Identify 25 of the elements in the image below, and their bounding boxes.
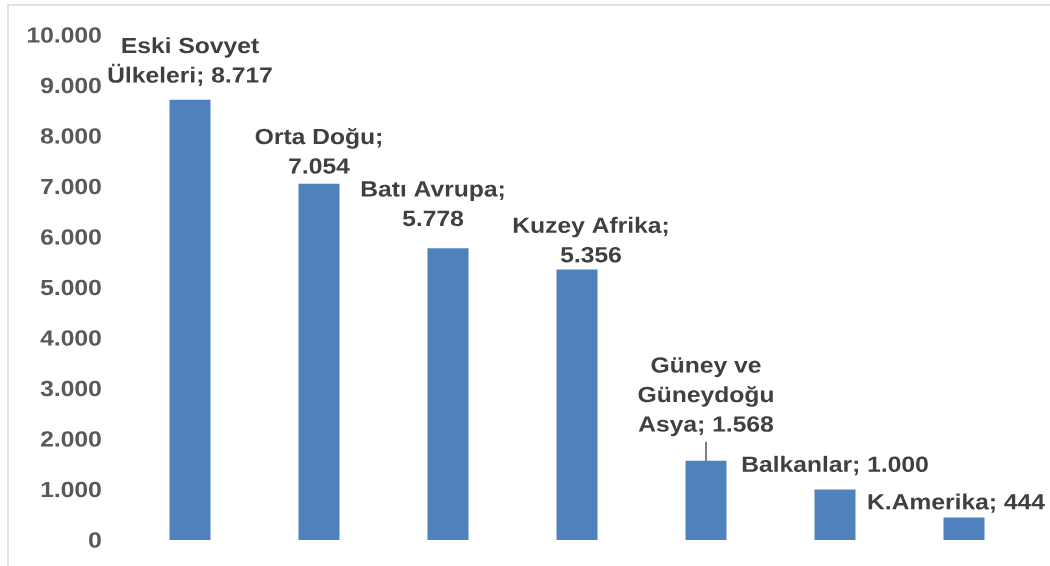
bar xyxy=(427,248,469,540)
bar xyxy=(556,269,598,540)
bar xyxy=(943,517,985,540)
bar xyxy=(169,99,211,540)
data-label: K.Amerika; 444 xyxy=(868,493,1045,513)
y-tick-label: 4.000 xyxy=(40,330,101,346)
data-label: Balkanlar; 1.000 xyxy=(742,455,928,476)
bar xyxy=(814,489,856,540)
y-tick-label: 1.000 xyxy=(41,481,101,498)
y-tick-label: 7.000 xyxy=(41,178,101,195)
y-tick-label: 3.000 xyxy=(40,380,101,397)
y-tick-label: 9.000 xyxy=(41,77,101,94)
data-label: Batı Avrupa; 5.778 xyxy=(361,181,504,227)
data-label: Eski Sovyet Ülkeleri; 8.717 xyxy=(108,37,272,86)
y-tick-label: 10.000 xyxy=(27,27,101,43)
y-tick-label: 6.000 xyxy=(41,229,101,245)
y-tick-label: 0 xyxy=(89,532,101,548)
y-tick-label: 5.000 xyxy=(40,279,101,296)
data-label: Kuzey Afrika; 5.356 xyxy=(513,216,668,263)
y-tick-label: 2.000 xyxy=(41,431,101,447)
bar xyxy=(685,460,727,540)
data-label: Güney ve Güneydoğu Asya; 1.568 xyxy=(638,357,774,437)
bar xyxy=(298,183,340,540)
y-tick-label: 8.000 xyxy=(40,128,101,144)
data-label: Orta Doğu; 7.054 xyxy=(255,127,381,174)
